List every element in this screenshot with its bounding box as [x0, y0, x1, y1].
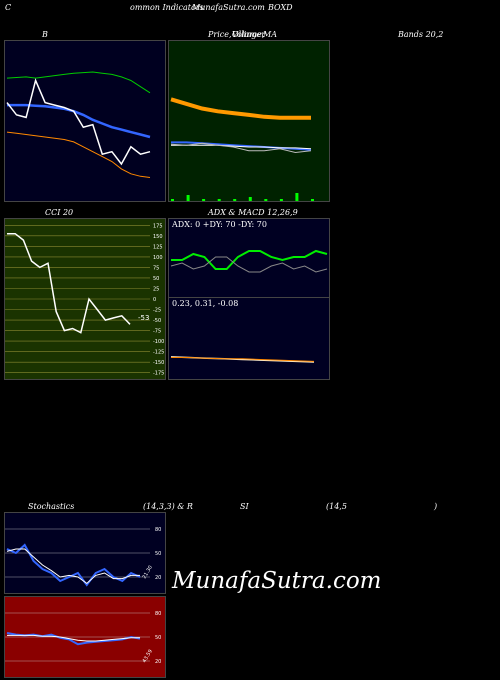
cci-tick-label-0: 175: [153, 223, 163, 229]
rsi-chart: 80 50 20 43.59: [4, 596, 166, 678]
macd-signal: [171, 357, 315, 362]
stoch-grid-group: 80 50 20: [5, 527, 161, 581]
cci-series: [7, 232, 131, 334]
volume-bar-7: [279, 199, 283, 201]
stoch-chart: 80 50 20 21.30: [4, 512, 166, 594]
header-title-b: MunafaSutra.com: [192, 3, 265, 12]
volume-bar-3: [217, 199, 221, 201]
bollinger-series-group: [6, 71, 151, 178]
price-label-c: Ollinger: [232, 30, 266, 39]
macd-series-group: [170, 356, 315, 363]
bollinger-series-2: [6, 131, 151, 178]
rsi-tick-label-0: 80: [155, 611, 161, 617]
stoch-tick-label-2: 20: [155, 575, 161, 581]
cci-tick-label-6: 25: [153, 287, 159, 293]
bands-label: Bands 20,2: [398, 30, 444, 39]
bollinger-chart: [4, 40, 166, 202]
cci-tick-label-13: -150: [153, 360, 164, 366]
cci-tick-label-14: -175: [153, 371, 164, 377]
bollinger-series-3: [6, 78, 151, 166]
price-label-d: MA: [263, 30, 277, 39]
cci-last-value: -53: [138, 314, 149, 322]
rsi-params: (14,5: [326, 502, 347, 511]
price-series-3: [170, 142, 312, 154]
macd-readout: 0.23, 0.31, -0.08: [172, 299, 239, 308]
stoch-series-1: [6, 548, 140, 585]
price-series-group: [170, 97, 314, 201]
volume-bar-8: [295, 193, 299, 201]
volume-bar-1: [186, 195, 190, 201]
cci-tick-label-12: -125: [153, 350, 164, 356]
adx-chart: ADX: 0 +DY: 70 -DY: 70: [168, 218, 330, 298]
adx-macd-label: ADX & MACD 12,26,9: [208, 208, 298, 217]
rsi-series-group: 43.59: [6, 632, 154, 664]
rsi-last-value: 43.59: [142, 649, 154, 664]
cci-tick-label-5: 50: [153, 276, 159, 282]
price-chart: [168, 40, 330, 202]
rsi-tick-label-1: 50: [155, 635, 161, 641]
price-label-a: Price,: [208, 30, 232, 39]
volume-bar-4: [233, 199, 237, 201]
stoch-last-value: 21.30: [142, 565, 154, 580]
stoch-series-group: 21.30: [6, 543, 154, 587]
cci-label: CCI 20: [45, 208, 74, 217]
header-left: C: [5, 3, 12, 12]
adx-plus-di: [171, 249, 328, 270]
stoch-params: (14,3,3) & R: [143, 502, 193, 511]
rsi-series-1: [7, 634, 140, 642]
stoch-tick-label-1: 50: [155, 551, 161, 557]
header-symbol: BOXD: [268, 3, 293, 12]
volume-bar-0: [171, 199, 174, 201]
adx-readout: ADX: 0 +DY: 70 -DY: 70: [172, 220, 267, 229]
rsi-label: SI: [240, 502, 249, 511]
cci-chart: 175 150 125 100 75 50 25 0 -25 -50 -75 -100 -125 -150…: [4, 218, 166, 380]
stoch-label: Stochastics: [28, 502, 75, 511]
adx-minus-di: [170, 256, 328, 273]
volume-bar-9: [311, 199, 314, 201]
macd-chart: 0.23, 0.31, -0.08: [168, 297, 330, 380]
cci-tick-label-4: 75: [153, 265, 159, 271]
brand-watermark: MunafaSutra.com: [172, 568, 382, 594]
price-label-b: Volume,: [232, 30, 265, 39]
volume-bar-5: [248, 197, 252, 201]
header-title-a: ommon Indicators: [130, 3, 204, 12]
adx-series-group: [170, 249, 328, 273]
cci-tick-label-7: 0: [153, 297, 156, 303]
volume-bar-6: [264, 199, 268, 201]
cci-tick-label-1: 150: [153, 234, 163, 240]
cci-series-group: -53: [7, 232, 149, 334]
rsi-tick-label-2: 20: [155, 659, 161, 665]
cci-tick-label-2: 125: [153, 244, 163, 250]
rsi-grid-group: 80 50 20: [5, 611, 161, 665]
cci-grid-group: 175 150 125 100 75 50 25 0 -25 -50 -75 -100 -125 -150…: [5, 223, 164, 377]
cci-tick-label-9: -50: [153, 318, 161, 324]
stoch-tick-label-0: 80: [155, 527, 161, 533]
price-series-2: [171, 144, 312, 150]
bollinger-series-1: [7, 103, 151, 139]
volume-bar-2: [202, 199, 206, 201]
cci-tick-label-10: -75: [153, 329, 161, 335]
bollinger-label: B: [42, 30, 48, 39]
cci-tick-label-8: -25: [153, 308, 161, 314]
price-series-0: [170, 97, 311, 120]
cci-tick-label-11: -100: [153, 339, 164, 345]
bollinger-series-0: [6, 71, 151, 94]
cci-tick-label-3: 100: [153, 255, 163, 261]
close-paren: ): [434, 502, 438, 511]
